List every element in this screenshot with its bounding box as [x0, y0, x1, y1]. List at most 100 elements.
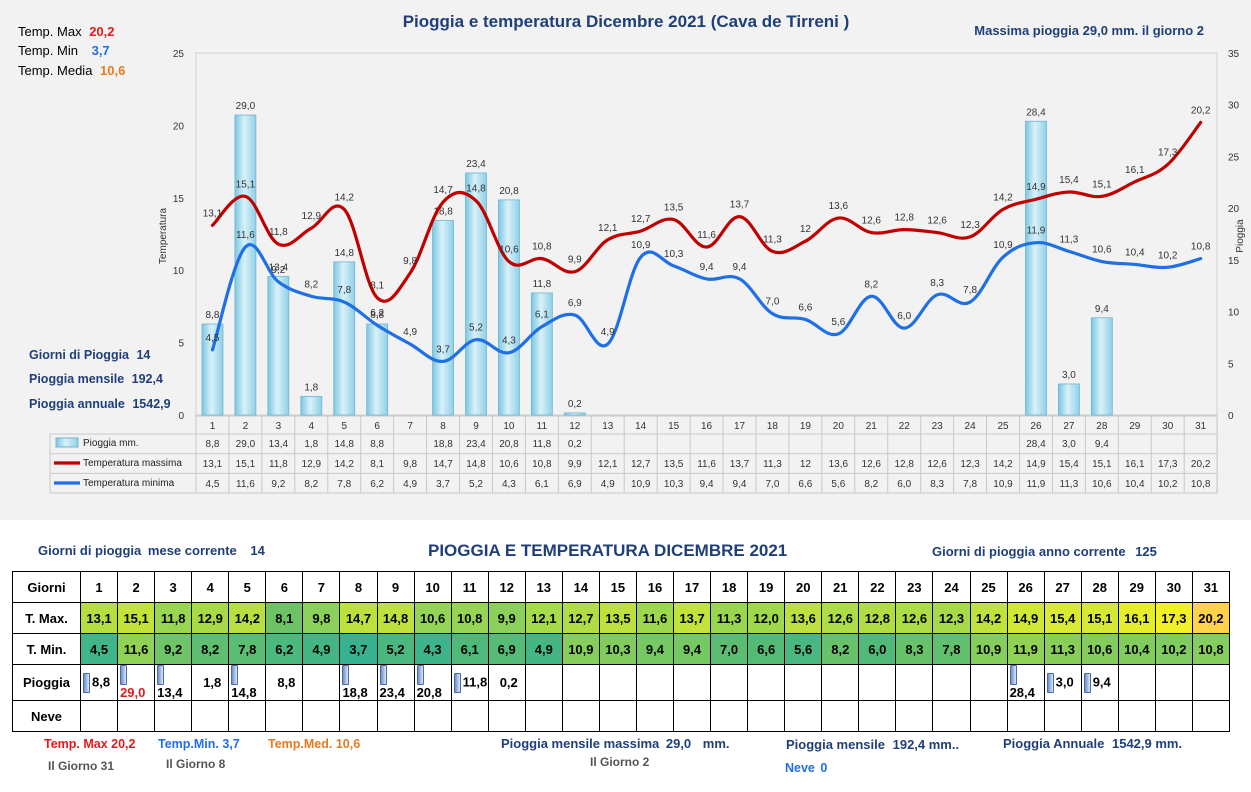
stat-mensile: Pioggia mensile 192,4: [29, 372, 163, 386]
table-cell-tmin: 10,8: [1191, 479, 1211, 490]
rain-bar: [432, 220, 454, 416]
table-row: T. Min. 4,5 11,6 9,2 8,2 7,8 6,2 4,9 3,7 5,2 4,3 6,…: [12, 633, 1231, 665]
table-cell-rain: 13,4: [269, 439, 289, 450]
table-cell-tmax: 12,9: [302, 459, 322, 470]
tmax-point-label: 14,7: [433, 185, 453, 196]
snow-cell: [302, 700, 341, 732]
rain-bar-label: 13,4: [269, 262, 289, 273]
summary-title: PIOGGIA E TEMPERATURA DICEMBRE 2021: [428, 541, 788, 560]
tmax-cell: 12,9: [191, 602, 230, 634]
rain-cell: [1191, 664, 1231, 701]
rain-cell: 8,8: [265, 664, 304, 701]
day-cell: 18: [710, 571, 749, 603]
y-right-tick-label: 25: [1228, 152, 1240, 163]
table-cell-tmax: 13,7: [730, 459, 750, 470]
rain-cell-value: 14,8: [231, 685, 257, 700]
foot-tmed-value: 10,6: [335, 737, 361, 751]
rain-cell: [932, 664, 971, 701]
table-cell-tmax: 13,5: [664, 459, 684, 470]
snow-cell: [154, 700, 193, 732]
tmin-cell: 5,2: [376, 633, 415, 665]
tmin-point-label: 11,3: [1060, 234, 1079, 245]
stat-annuale-label: Pioggia annuale: [29, 397, 125, 411]
giorni-mese-label: Giorni di pioggia: [38, 543, 142, 558]
rain-cell: [672, 664, 712, 701]
tmax-cell: 11,8: [154, 602, 193, 634]
x-tick-label: 20: [833, 421, 845, 432]
tmin-cell: 5,6: [784, 633, 823, 665]
table-cell-tmax: 12,1: [598, 459, 618, 470]
tmax-point-label: 11,8: [269, 227, 288, 238]
tmax-point-label: 14,9: [1026, 182, 1046, 193]
snow-cell: [1191, 700, 1231, 732]
x-tick-label: 28: [1096, 421, 1108, 432]
day-cell: 17: [672, 571, 712, 603]
foot-neve: Neve 0: [785, 761, 827, 775]
x-tick-label: 30: [1162, 421, 1174, 432]
stat-tmin: Temp. Min 3,7: [18, 43, 110, 58]
tmax-point-label: 13,7: [730, 200, 750, 211]
day-cell: 2: [117, 571, 156, 603]
tmax-line: [210, 120, 1203, 303]
foot-max-rain-label: Pioggia mensile massima: [501, 736, 660, 751]
tmax-point-label: 10,6: [499, 245, 519, 256]
tmax-point-label: 12,1: [598, 223, 618, 234]
tmax-cell: 15,1: [1080, 602, 1119, 634]
snow-cell: [1043, 700, 1082, 732]
tmax-cell: 8,1: [265, 602, 304, 634]
tmin-cell: 7,8: [228, 633, 267, 665]
foot-mensile: Pioggia mensile 192,4 mm..: [786, 737, 959, 752]
snow-cell: [117, 700, 156, 732]
table-cell-tmin: 7,0: [765, 479, 779, 490]
tmin-cell: 11,9: [1006, 633, 1045, 665]
day-cell: 1: [79, 571, 119, 603]
tmin-cell: 6,1: [450, 633, 489, 665]
tmax-cell: 14,9: [1006, 602, 1045, 634]
rain-cell: [747, 664, 786, 701]
day-cell: 16: [635, 571, 675, 603]
snow-cell: [821, 700, 860, 732]
x-tick-label: 15: [668, 421, 680, 432]
foot-tmed-label: Temp.Med.: [268, 737, 333, 751]
tmax-cell: 9,8: [302, 602, 341, 634]
tmin-point-label: 5,2: [469, 323, 483, 334]
rain-cell-value: 3,0: [1055, 673, 1074, 689]
table-cell-rain: 18,8: [433, 439, 453, 450]
table-cell-tmax: 15,4: [1059, 459, 1079, 470]
y-right-tick-label: 20: [1228, 204, 1240, 215]
foot-max-rain-unit: mm.: [702, 736, 730, 751]
table-cell-tmin: 9,4: [733, 479, 747, 490]
table-cell-tmax: 15,1: [1092, 459, 1112, 470]
snow-cell: [191, 700, 230, 732]
tmin-cell: 4,5: [79, 633, 119, 665]
snow-cell: [784, 700, 823, 732]
foot-max-rain-day: Il Giorno 2: [590, 755, 650, 769]
tmax-point-label: 11,6: [697, 230, 716, 241]
rain-cell-value: 29,0: [120, 685, 146, 700]
x-tick-label: 7: [407, 421, 413, 432]
y-left-tick-label: 5: [178, 339, 184, 350]
table-cell-tmax: 14,2: [993, 459, 1013, 470]
x-tick-label: 16: [701, 421, 713, 432]
tmin-point-label: 4,5: [206, 333, 220, 344]
table-cell-tmin: 7,8: [963, 479, 977, 490]
tmin-point-label: 10,9: [631, 240, 651, 251]
foot-tmax-label: Temp. Max: [44, 737, 108, 751]
foot-tmin-day: Il Giorno 8: [166, 757, 226, 771]
tmax-cell: 13,6: [784, 602, 823, 634]
tmin-cell: 8,2: [821, 633, 860, 665]
row-header: Pioggia: [12, 664, 81, 701]
day-cell: 11: [450, 571, 489, 603]
table-cell-tmin: 8,3: [930, 479, 944, 490]
x-tick-label: 22: [899, 421, 911, 432]
tmin-cell: 8,3: [895, 633, 934, 665]
snow-cell: [265, 700, 304, 732]
foot-tmed: Temp.Med. 10,6: [268, 737, 360, 751]
tmax-point-label: 12,9: [302, 211, 322, 222]
x-tick-label: 17: [734, 421, 746, 432]
rain-cell-value: 13,4: [157, 685, 183, 700]
rain-cell: [598, 664, 637, 701]
rain-cell-bar: [231, 665, 239, 685]
stat-giorni-value: 14: [136, 348, 151, 362]
stat-tmax: Temp. Max 20,2: [18, 24, 115, 39]
